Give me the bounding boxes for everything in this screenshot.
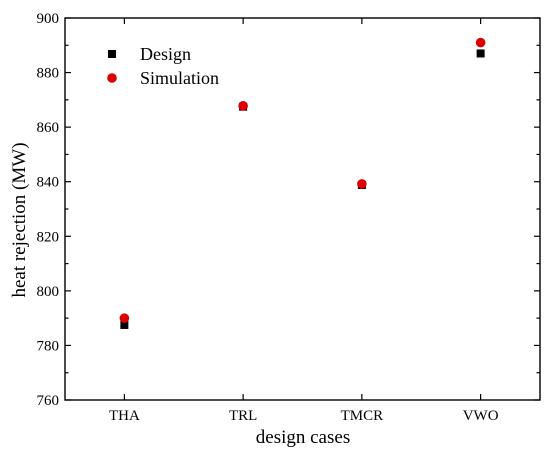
data-marks xyxy=(119,37,486,329)
y-tick-label: 900 xyxy=(37,11,60,27)
y-tick-label: 880 xyxy=(37,66,60,82)
y-tick-label: 820 xyxy=(37,229,60,245)
simulation-point xyxy=(238,101,248,111)
y-axis-title: heat rejection (MW) xyxy=(9,142,30,297)
x-tick-label: VWO xyxy=(463,408,499,424)
ticks: 760 780 800 820 840 860 880 900 THA TRL TMCR VWO xyxy=(37,11,540,424)
y-tick-label: 800 xyxy=(37,284,60,300)
legend-design-marker xyxy=(108,50,116,58)
simulation-point xyxy=(357,179,367,189)
axes xyxy=(64,17,541,401)
legend-label: Design xyxy=(140,44,191,64)
simulation-point xyxy=(475,37,486,48)
x-axis-title: design cases xyxy=(256,427,350,448)
legend-simulation-marker xyxy=(107,73,117,83)
y-tick-label: 760 xyxy=(37,393,60,409)
x-tick-label: TRL xyxy=(229,408,257,424)
legend: Design Simulation xyxy=(107,44,219,88)
y-tick-label: 860 xyxy=(37,120,60,136)
design-point xyxy=(476,49,485,58)
x-tick-label: TMCR xyxy=(341,408,384,424)
y-tick-label: 780 xyxy=(37,338,60,354)
plot-frame xyxy=(64,17,541,401)
x-tick-label: THA xyxy=(109,408,140,424)
design-point xyxy=(120,320,129,329)
legend-label: Simulation xyxy=(140,68,219,88)
simulation-point xyxy=(119,313,130,323)
y-tick-label: 840 xyxy=(37,175,60,191)
